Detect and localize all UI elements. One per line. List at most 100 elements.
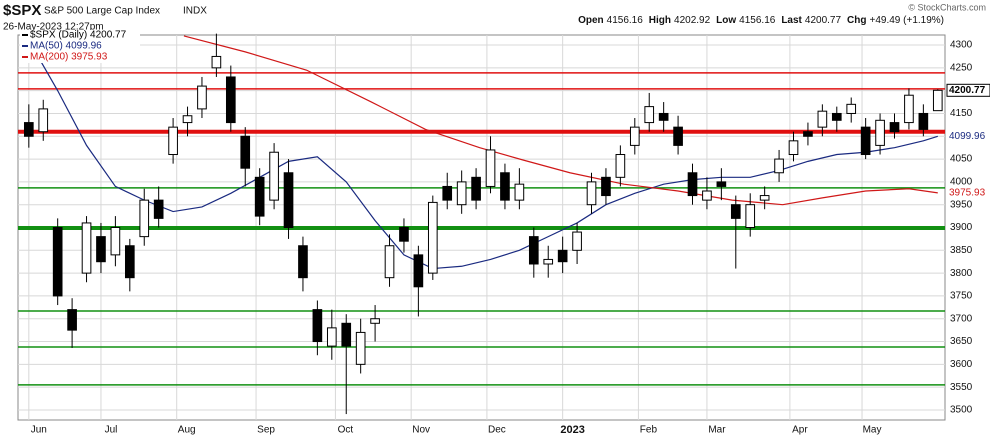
- legend-bg: [20, 30, 140, 41]
- legend-label: MA(200) 3975.93: [30, 52, 108, 63]
- copyright: © StockCharts.com: [908, 2, 986, 12]
- candle-body: [283, 172, 294, 229]
- ma-line: [28, 40, 938, 270]
- candle-body: [817, 110, 828, 128]
- candle-body: [846, 103, 857, 114]
- quote-text: Open 4156.16 High 4202.92 Low 4156.16 Last 4200…: [578, 15, 944, 26]
- y-tick-label: 3500: [950, 405, 973, 416]
- candle-body: [124, 245, 135, 279]
- y-tick-label: 3750: [950, 291, 973, 302]
- y-tick-label: 4250: [950, 62, 973, 73]
- x-tick-label: Feb: [640, 425, 658, 436]
- candle-body: [889, 122, 900, 133]
- y-tick-label: 4150: [950, 108, 973, 119]
- legend-bg: [20, 41, 140, 52]
- y-tick-label: 3550: [950, 382, 973, 393]
- candle-body: [904, 94, 914, 124]
- candle-body: [96, 236, 106, 263]
- candle-body: [629, 126, 640, 146]
- candle-body: [38, 108, 49, 133]
- x-tick-label: Nov: [412, 425, 430, 436]
- x-tick-label: Mar: [708, 425, 726, 436]
- x-tick-label: Dec: [488, 425, 506, 436]
- candle-body: [514, 183, 525, 201]
- candle-body: [326, 327, 337, 347]
- candle-body: [932, 89, 943, 112]
- candle-body: [168, 126, 178, 156]
- candle-body: [730, 204, 741, 219]
- quote-value: 4156.16: [739, 15, 776, 26]
- legend-label: $SPX (Daily) 4200.77: [30, 30, 127, 41]
- y-tick-label: 3600: [950, 359, 973, 370]
- candle-body: [803, 131, 813, 137]
- candle-body: [211, 55, 222, 69]
- candle-body: [572, 231, 582, 251]
- candle-body: [615, 154, 626, 178]
- y-tick-label: 3900: [950, 222, 973, 233]
- candle-body: [644, 106, 655, 124]
- x-tick-label: Sep: [257, 425, 275, 436]
- y-tick-label: 3700: [950, 313, 973, 324]
- candle-body: [399, 227, 409, 242]
- y-tick-label: 4050: [950, 154, 973, 165]
- candle-body: [831, 112, 842, 121]
- candle-body: [716, 181, 727, 187]
- symbol: $SPX: [3, 2, 41, 19]
- candle-body: [485, 149, 496, 187]
- y-tick-label: 4300: [950, 40, 973, 51]
- ma-line: [183, 35, 938, 206]
- candle-body: [341, 322, 352, 347]
- quote-value: 4202.92: [674, 15, 711, 26]
- x-tick-label: Jul: [105, 425, 118, 436]
- candle-body: [788, 140, 799, 156]
- candle-body: [543, 258, 554, 265]
- candle-body: [442, 185, 453, 201]
- value-tag: 3975.93: [949, 188, 986, 199]
- quote-label: High: [649, 15, 671, 26]
- candle-body: [702, 190, 712, 201]
- candle-body: [298, 245, 308, 279]
- candle-body: [658, 112, 669, 121]
- y-tick-label: 3850: [950, 245, 973, 256]
- candle-body: [774, 158, 784, 174]
- candle-body: [500, 172, 510, 201]
- chart-title: S&P 500 Large Cap Index: [44, 6, 160, 17]
- quote-label: Chg: [847, 15, 866, 26]
- candle-body: [860, 126, 871, 156]
- y-tick-label: 3950: [950, 199, 973, 210]
- candle-body: [225, 76, 236, 124]
- candle-body: [759, 195, 770, 201]
- quote-value: 4200.77: [805, 15, 842, 26]
- quote-label: Low: [716, 15, 736, 26]
- candle-body: [153, 199, 164, 219]
- x-tick-label: 2023: [560, 424, 584, 436]
- quote: Open 4156.16 High 4202.92 Low 4156.16 Last 4200…: [578, 15, 944, 26]
- candle-body: [456, 181, 467, 206]
- candle-body: [81, 222, 92, 274]
- y-tick-label: 4000: [950, 177, 973, 188]
- legend-label: MA(50) 4099.96: [30, 41, 102, 52]
- candle-body: [269, 151, 279, 201]
- quote-label: Open: [578, 15, 604, 26]
- y-tick-label: 3650: [950, 336, 973, 347]
- legend-bg: [20, 52, 140, 63]
- y-tick-label: 3800: [950, 268, 973, 279]
- candle-body: [197, 85, 207, 110]
- value-tag-bg: [947, 130, 990, 143]
- value-tag-bg: [947, 186, 990, 199]
- value-tag-bg: [946, 83, 990, 97]
- x-tick-label: Jun: [31, 425, 47, 436]
- value-tag: 4200.77: [949, 85, 986, 96]
- candle-body: [23, 122, 34, 137]
- exchange: INDX: [183, 6, 207, 17]
- candle-body: [139, 199, 150, 238]
- quote-value: +49.49 (+1.19%): [870, 15, 945, 26]
- candle-body: [67, 309, 77, 331]
- candle-body: [673, 126, 683, 146]
- x-tick-label: Oct: [338, 425, 354, 436]
- x-tick-label: Apr: [792, 425, 808, 436]
- candle-body: [557, 249, 568, 263]
- candle-body: [182, 115, 193, 124]
- candle-body: [427, 201, 438, 274]
